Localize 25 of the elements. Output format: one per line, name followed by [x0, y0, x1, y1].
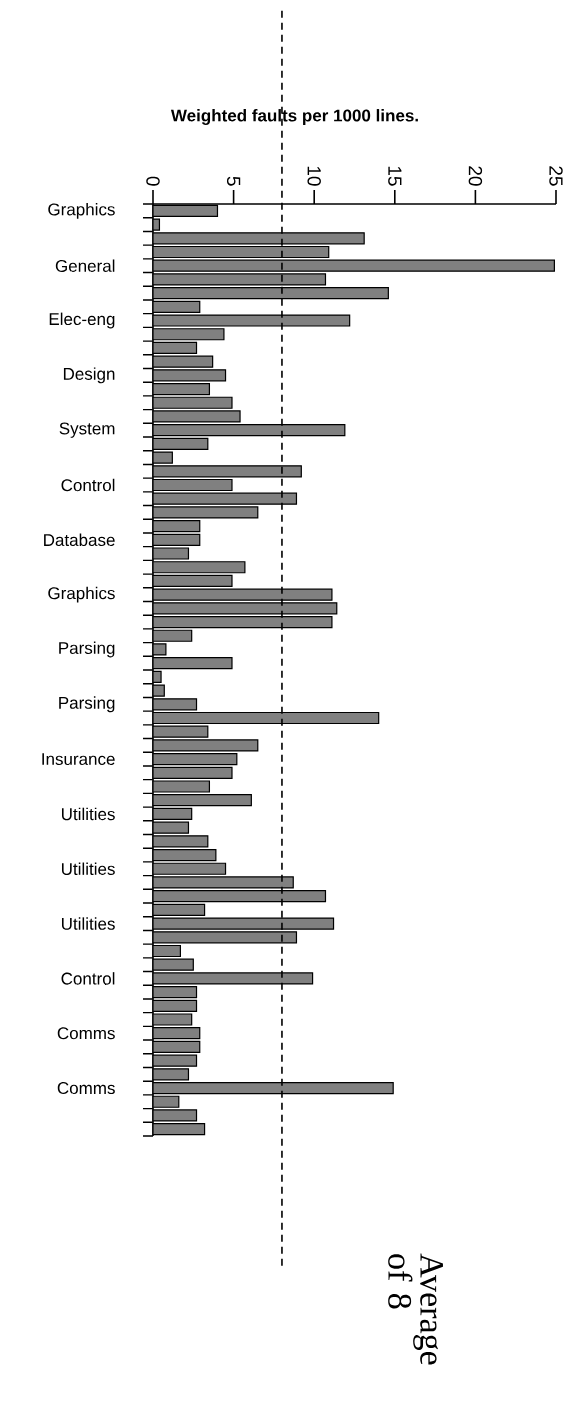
y-tick-label: Comms	[57, 1027, 115, 1040]
x-tick-label: 5	[226, 176, 241, 186]
x-tick-label: 0	[146, 176, 160, 186]
y-tick-label: Utilities	[62, 807, 115, 821]
y-tick-label: Parsing	[59, 696, 115, 713]
x-tick-label: 10	[307, 166, 321, 186]
y-tick-label: Database	[44, 533, 115, 547]
x-tick-label: 25	[549, 166, 563, 186]
y-tick-label: System	[59, 422, 115, 438]
y-tick-label: Insurance	[42, 753, 115, 766]
y-tick-label: Parsing	[59, 641, 115, 658]
y-tick-label: Utilities	[62, 862, 115, 875]
chart-title: Weighted faults per 1000 lines.	[170, 109, 418, 125]
y-tick-label: General	[55, 259, 115, 272]
y-tick-label: Graphics	[48, 202, 115, 219]
y-tick-label: Elec-eng	[49, 312, 115, 329]
ref-line-label: Average of 8	[388, 1253, 443, 1365]
x-tick-label: 15	[388, 166, 402, 186]
y-tick-label: Design	[63, 367, 115, 384]
y-tick-label: Control	[61, 478, 115, 492]
x-tick-label: 20	[468, 166, 483, 186]
y-tick-label: Utilities	[62, 917, 115, 930]
y-tick-label: Graphics	[48, 586, 115, 603]
y-tick-label: Control	[61, 972, 115, 985]
y-tick-label: Comms	[57, 1082, 115, 1095]
